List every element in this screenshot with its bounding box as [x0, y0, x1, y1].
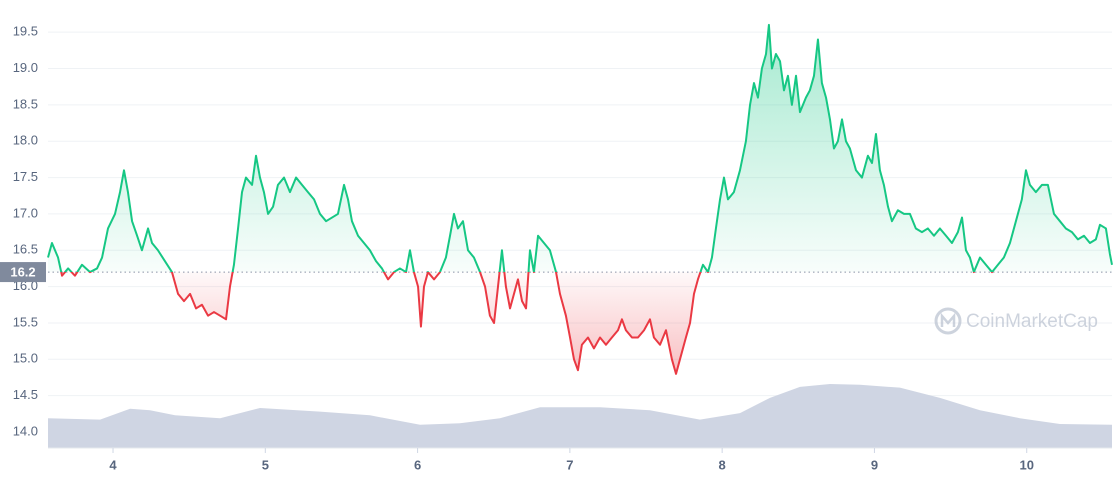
- x-tick-label: 8: [719, 457, 726, 472]
- y-tick-label: 15.0: [13, 351, 38, 366]
- watermark-logo-mark: [940, 312, 956, 327]
- y-tick-label: 17.5: [13, 169, 38, 184]
- plot: [47, 23, 1113, 448]
- volume-area: [48, 384, 1112, 448]
- x-tick-label: 7: [566, 457, 573, 472]
- watermark-text: CoinMarketCap: [966, 311, 1098, 332]
- baseline-label-box: [0, 262, 46, 283]
- y-tick-label: 16.5: [13, 242, 38, 257]
- watermark: CoinMarketCap: [934, 307, 1098, 335]
- y-tick-label: 17.0: [13, 205, 38, 220]
- x-tick-label: 4: [109, 457, 117, 472]
- y-tick-label: 19.5: [13, 24, 38, 39]
- y-tick-label: 18.0: [13, 133, 38, 148]
- watermark-logo: [934, 307, 962, 335]
- price-line: [47, 23, 1113, 375]
- x-tick-label: 6: [414, 457, 421, 472]
- axes: 14.014.515.015.516.016.517.017.518.018.5…: [0, 24, 1112, 472]
- y-tick-label: 18.5: [13, 96, 38, 111]
- x-tick-label: 10: [1019, 457, 1033, 472]
- x-tick-label: 9: [871, 457, 878, 472]
- y-tick-label: 19.0: [13, 60, 38, 75]
- y-tick-label: 14.0: [13, 423, 38, 438]
- baseline-label: 16.2: [10, 265, 35, 280]
- x-tick-label: 5: [262, 457, 269, 472]
- grid: [48, 31, 1112, 433]
- price-area: [48, 24, 1112, 374]
- y-tick-label: 15.5: [13, 314, 38, 329]
- y-tick-label: 14.5: [13, 387, 38, 402]
